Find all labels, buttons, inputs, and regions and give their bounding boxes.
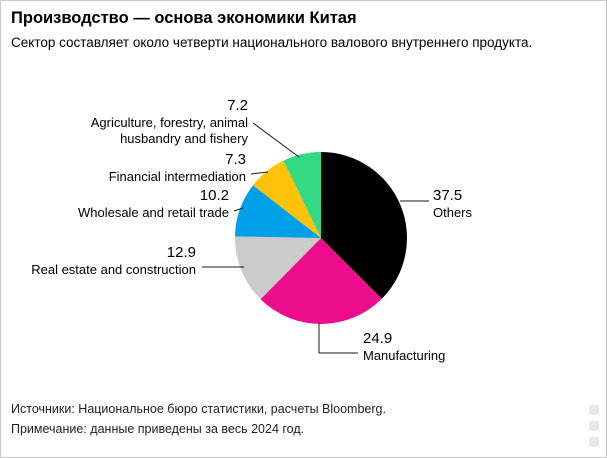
- label-others: Others: [433, 205, 473, 220]
- pie-slice-0: [321, 152, 407, 299]
- label-agriculture: Agriculture, forestry, animal husbandry …: [90, 115, 248, 146]
- value-others: 37.5: [433, 187, 463, 204]
- value-wholesale: 10.2: [199, 187, 229, 204]
- pie-slice-4: [253, 160, 321, 238]
- leader-line-wholesale: [233, 207, 244, 212]
- value-manufacturing: 24.9: [363, 330, 393, 347]
- value-financial: 7.3: [225, 151, 246, 168]
- callout-others: 37.5 Others: [433, 187, 583, 221]
- note-line: Примечание: данные приведены за весь 202…: [11, 422, 305, 436]
- chart-footer: Источники: Национальное бюро статистики,…: [11, 399, 386, 439]
- watermark: [589, 405, 599, 447]
- callout-manufacturing: 24.9 Manufacturing: [363, 330, 523, 364]
- label-wholesale: Wholesale and retail trade: [77, 205, 229, 220]
- watermark-mark: [589, 405, 599, 415]
- watermark-mark: [589, 437, 599, 447]
- pie-slice-2: [235, 236, 321, 300]
- watermark-mark: [589, 421, 599, 431]
- pie-slices: [235, 152, 407, 324]
- sources-line: Источники: Национальное бюро статистики,…: [11, 402, 386, 416]
- label-realestate: Real estate and construction: [31, 262, 196, 277]
- label-financial: Financial intermediation: [108, 169, 246, 184]
- pie-chart: [202, 122, 429, 354]
- leader-line-financial: [250, 171, 269, 175]
- leader-line-manufacturing: [318, 323, 358, 354]
- leader-lines: [202, 122, 429, 354]
- page-title: Производство — основа экономики Китая: [11, 9, 357, 27]
- value-realestate: 12.9: [166, 244, 196, 261]
- pie-slice-5: [283, 152, 321, 238]
- leader-line-agriculture: [252, 122, 300, 158]
- callout-realestate: 12.9 Real estate and construction: [6, 244, 196, 278]
- callout-agriculture: 7.2 Agriculture, forestry, animal husban…: [48, 97, 248, 146]
- value-agriculture: 7.2: [227, 97, 248, 114]
- callout-financial: 7.3 Financial intermediation: [46, 151, 246, 185]
- pie-slice-1: [260, 238, 382, 324]
- label-manufacturing: Manufacturing: [363, 348, 446, 363]
- chart-subtitle: Сектор составляет около четверти национа…: [11, 35, 533, 50]
- pie-slice-3: [235, 185, 321, 238]
- callout-wholesale: 10.2 Wholesale and retail trade: [39, 187, 229, 221]
